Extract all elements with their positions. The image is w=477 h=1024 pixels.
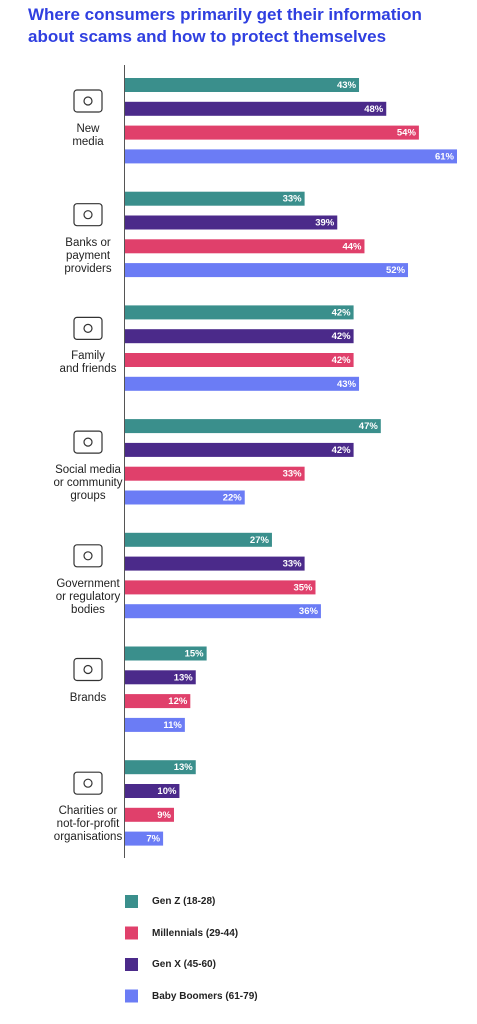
legend-label: Millennials (29-44) — [152, 927, 239, 939]
legend-swatch — [125, 958, 138, 971]
value-label: 13% — [174, 762, 194, 773]
category-label: Family and friends — [59, 350, 117, 376]
value-label: 36% — [299, 606, 319, 617]
chart-title: Where consumers primarily get their info… — [28, 5, 422, 46]
bar — [125, 556, 305, 571]
category-label: Charities or not-for-profit organisation… — [53, 805, 123, 844]
value-label: 11% — [163, 720, 182, 731]
value-label: 42% — [332, 307, 352, 318]
category-label: Brands — [69, 691, 107, 704]
value-label: 10% — [157, 786, 177, 797]
legend-label: Baby Boomers (61-79) — [152, 990, 258, 1002]
legend-label: Gen X (45-60) — [152, 959, 216, 970]
category-icon — [73, 203, 103, 227]
category-label: New media — [72, 123, 104, 148]
bar — [125, 101, 387, 116]
value-label: 35% — [293, 582, 313, 593]
category-icon — [73, 89, 103, 113]
value-label: 22% — [223, 493, 243, 504]
value-label: 43% — [337, 379, 357, 390]
bar — [125, 215, 338, 230]
value-label: 13% — [174, 672, 194, 683]
bar — [125, 694, 191, 709]
bar — [125, 78, 360, 92]
category-icon — [83, 437, 93, 447]
value-label: 9% — [157, 810, 171, 821]
category-icon — [83, 551, 93, 561]
bar — [125, 532, 272, 547]
category-icon — [83, 664, 93, 675]
bar — [125, 353, 354, 367]
value-label: 33% — [283, 194, 303, 205]
value-label: 47% — [359, 421, 379, 432]
category-icon — [83, 778, 93, 788]
category-icon — [83, 210, 93, 220]
category-icon — [73, 657, 103, 682]
value-label: 12% — [168, 696, 188, 707]
category-icon — [73, 771, 103, 795]
category-icon — [73, 430, 103, 454]
category-icon — [73, 316, 103, 340]
bar — [125, 305, 354, 320]
category-icon — [83, 96, 93, 106]
category-icon — [83, 323, 93, 333]
bar — [125, 466, 305, 481]
value-label: 42% — [332, 445, 352, 456]
bar — [125, 419, 381, 434]
bar — [125, 670, 196, 685]
bar — [125, 831, 164, 846]
bar — [125, 376, 360, 391]
bar — [125, 604, 321, 619]
bar — [125, 717, 185, 732]
value-label: 43% — [337, 80, 357, 91]
bar — [125, 263, 409, 278]
value-label: 42% — [332, 331, 352, 342]
bar — [125, 149, 457, 164]
value-label: 42% — [332, 355, 352, 366]
bar — [125, 191, 305, 206]
value-label: 15% — [185, 649, 205, 660]
value-label: 27% — [250, 535, 270, 546]
bar — [125, 784, 180, 798]
bar — [125, 580, 316, 595]
bar — [125, 490, 245, 505]
legend-label: Gen Z (18-28) — [152, 896, 216, 907]
category-icon — [73, 544, 103, 568]
bar — [125, 760, 196, 775]
value-label: 33% — [283, 469, 303, 480]
value-label: 54% — [397, 128, 417, 139]
bar — [125, 329, 354, 344]
bar — [125, 125, 419, 140]
bar — [125, 442, 354, 457]
category-label: Social media or community groups — [53, 464, 123, 503]
value-label: 52% — [386, 265, 406, 276]
category-label: Government or regulatory bodies — [55, 577, 121, 616]
value-label: 33% — [283, 559, 303, 570]
bar — [125, 239, 365, 254]
legend-swatch — [125, 989, 138, 1003]
value-label: 44% — [342, 241, 362, 252]
value-label: 7% — [146, 834, 160, 845]
bar — [125, 807, 174, 822]
value-label: 39% — [315, 218, 335, 229]
legend-swatch — [125, 895, 138, 908]
category-label: Banks or payment providers — [64, 236, 112, 275]
value-label: 61% — [435, 151, 455, 162]
value-label: 48% — [364, 104, 384, 115]
bar — [125, 646, 207, 661]
legend-swatch — [125, 926, 138, 940]
